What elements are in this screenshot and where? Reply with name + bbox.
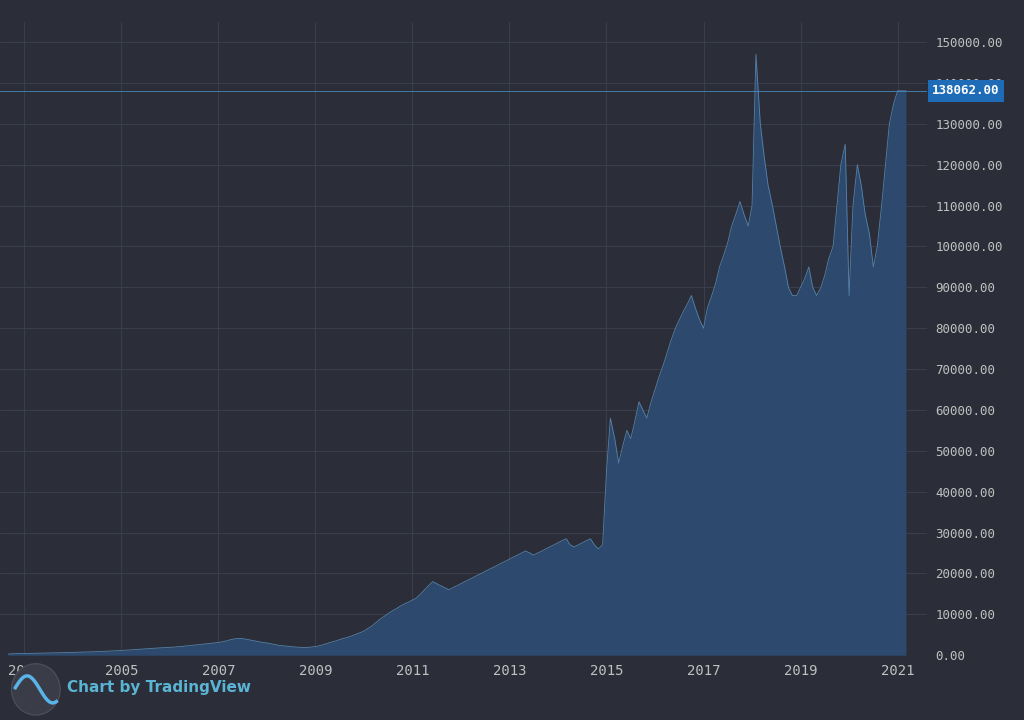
Text: 138062.00: 138062.00 xyxy=(932,84,999,97)
Text: Chart by TradingView: Chart by TradingView xyxy=(67,680,251,695)
Ellipse shape xyxy=(11,664,60,715)
